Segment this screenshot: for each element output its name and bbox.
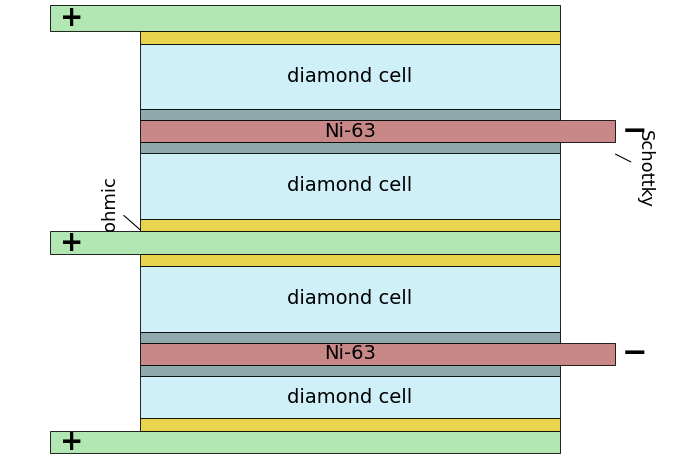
Bar [50,5,560,31]
Text: +: + [60,228,83,256]
Bar [140,142,560,153]
Bar [140,31,560,44]
Text: Ni-63: Ni-63 [324,122,376,140]
Text: −: − [622,117,648,146]
Text: diamond cell: diamond cell [288,66,412,86]
Text: −: − [622,339,648,368]
Text: Ni-63: Ni-63 [324,344,376,364]
Bar [50,232,560,254]
Bar [140,44,560,110]
Bar [140,418,560,431]
Text: +: + [60,428,83,456]
Text: diamond cell: diamond cell [288,388,412,407]
Text: diamond cell: diamond cell [288,289,412,308]
Text: ohmic: ohmic [101,176,140,231]
Bar [140,332,560,344]
Bar [140,266,560,332]
Bar [140,110,560,120]
Bar [50,431,560,453]
Bar [140,153,560,219]
Bar [140,120,615,142]
Text: +: + [60,4,83,32]
Bar [140,365,560,376]
Text: Schottky: Schottky [615,130,654,208]
Bar [140,344,615,365]
Bar [140,219,560,232]
Bar [140,376,560,418]
Bar [140,254,560,266]
Text: diamond cell: diamond cell [288,176,412,195]
